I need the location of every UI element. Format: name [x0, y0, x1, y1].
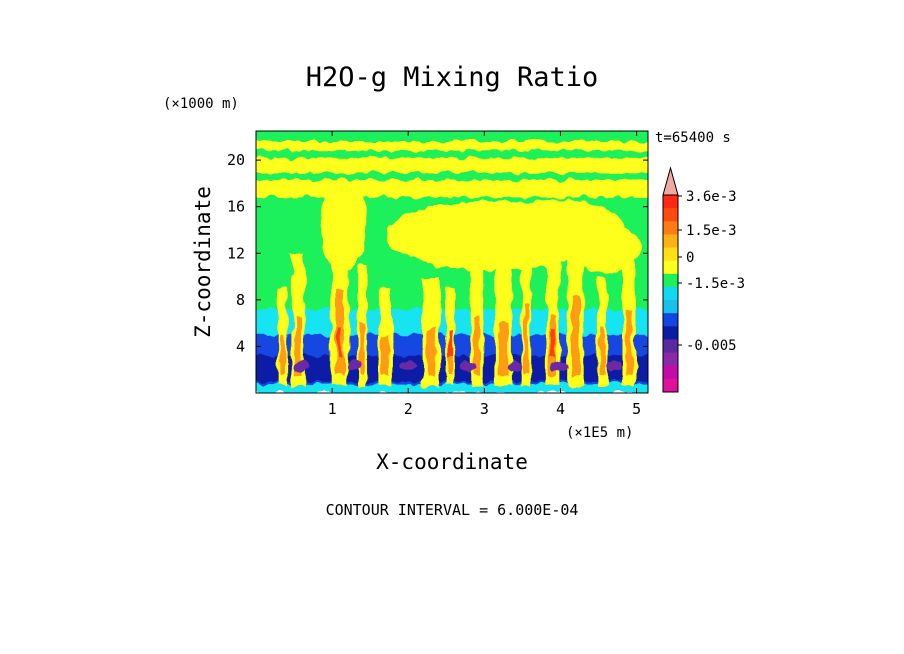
- upper-moist-layer: [256, 141, 648, 198]
- moist-plume-core: [625, 309, 633, 376]
- x-axis-label: X-coordinate: [376, 450, 528, 474]
- moist-plume-core: [571, 296, 580, 376]
- dry-patch: [461, 361, 478, 372]
- moist-plume-core: [382, 335, 389, 376]
- colorbar-swatch: [663, 273, 678, 288]
- contour-interval-label: CONTOUR INTERVAL = 6.000E-04: [326, 501, 579, 519]
- dry-patch: [400, 361, 417, 372]
- colorbar-label: 0: [686, 250, 694, 266]
- dry-patch: [293, 361, 310, 372]
- x-axis: 1 2 3 4 5: [328, 131, 641, 418]
- y-tick-label: 16: [227, 198, 245, 216]
- x-tick-label: 4: [556, 400, 565, 418]
- colorbar-label: -0.005: [686, 338, 737, 354]
- moist-plume-core: [426, 328, 436, 376]
- x-tick-label: 3: [480, 400, 489, 418]
- colorbar-swatch: [663, 365, 678, 380]
- colorbar-swatch: [663, 352, 678, 367]
- x-tick-label: 1: [328, 400, 337, 418]
- colorbar-swatch: [663, 195, 678, 209]
- colorbar-swatch: [663, 339, 678, 354]
- dry-patch: [346, 361, 363, 372]
- moist-plume-peak: [550, 328, 555, 359]
- y-axis: 4 8 12 16 20: [227, 151, 648, 355]
- colorbar-swatch: [663, 300, 678, 314]
- moist-plume-core: [523, 303, 529, 376]
- y-unit-label: (×1000 m): [163, 96, 239, 112]
- y-tick-label: 8: [236, 291, 245, 309]
- plot-frame: [255, 130, 649, 394]
- colorbar-frame: [662, 194, 679, 393]
- moist-plume-peak: [337, 328, 342, 359]
- moist-plume-core: [280, 335, 285, 376]
- moist-plume-core: [473, 316, 480, 376]
- moist-plume-peak: [448, 328, 453, 359]
- colorbar-swatch: [663, 221, 678, 235]
- surface-layer: [256, 383, 648, 393]
- moist-plume-core: [499, 322, 508, 376]
- y-tick-label: 4: [236, 337, 245, 355]
- colorbar-swatch: [663, 247, 678, 262]
- y-axis-label: Z-coordinate: [191, 186, 215, 338]
- moist-plume-core: [600, 328, 605, 376]
- y-tick-label: 12: [227, 244, 245, 262]
- colorbar-swatch: [663, 208, 678, 222]
- upper-dry-streak: [256, 150, 648, 158]
- colorbar-swatch: [663, 326, 678, 340]
- colorbar-swatch: [663, 234, 678, 249]
- y-tick-label: 20: [227, 151, 245, 169]
- contour-field: [256, 131, 648, 393]
- upper-dry-streak: [256, 172, 648, 180]
- colorbar-swatch: [663, 286, 678, 301]
- colorbar-swatch: [663, 378, 678, 393]
- x-tick-label: 2: [404, 400, 413, 418]
- dry-patch: [506, 361, 523, 372]
- colorbar-label: -1.5e-3: [686, 276, 745, 292]
- chart-title: H2O-g Mixing Ratio: [306, 62, 599, 93]
- colorbar: 3.6e-3 1.5e-3 0 -1.5e-3 -0.005: [662, 166, 745, 393]
- moist-plume-core: [294, 316, 302, 376]
- x-unit-label: (×1E5 m): [566, 425, 633, 441]
- dry-patch: [552, 361, 569, 372]
- dry-patch: [605, 361, 622, 372]
- time-label: t=65400 s: [655, 130, 731, 146]
- x-tick-label: 5: [632, 400, 641, 418]
- colorbar-extend-arrow: [662, 166, 679, 196]
- moist-plume-core: [360, 322, 365, 376]
- colorbar-label: 3.6e-3: [686, 189, 737, 205]
- colorbar-swatch: [663, 313, 678, 327]
- colorbar-swatch: [663, 260, 678, 275]
- colorbar-label: 1.5e-3: [686, 223, 737, 239]
